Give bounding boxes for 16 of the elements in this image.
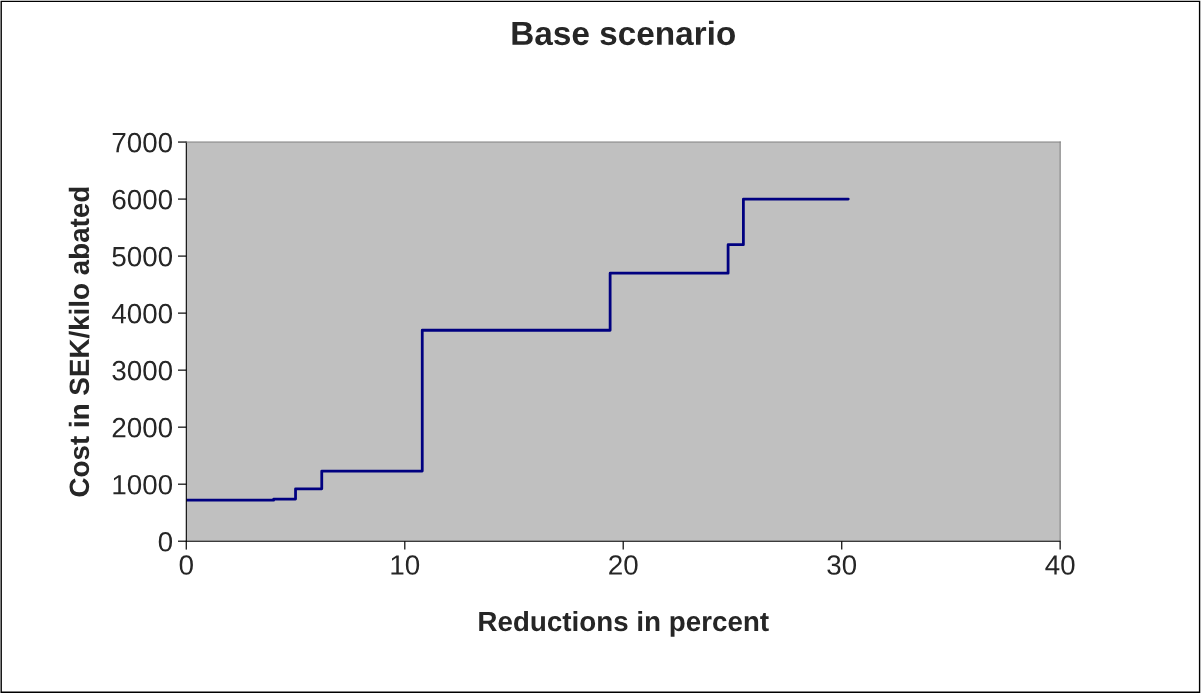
y-tick-label: 4000 (111, 303, 173, 324)
x-tick-label: 20 (609, 555, 638, 575)
y-tick-label: 3000 (112, 360, 173, 381)
x-axis-title: Reductions in percent (479, 610, 769, 637)
x-tick-label: 40 (1045, 555, 1075, 575)
y-tick-label: 5000 (112, 246, 173, 267)
y-tick-label: 6000 (112, 189, 173, 210)
y-tick-label: 7000 (112, 132, 173, 153)
y-tick-label: 2000 (112, 417, 173, 438)
x-tick-label: 30 (827, 555, 857, 575)
x-tick-label: 0 (179, 555, 193, 575)
y-axis-title: Cost in SEK/kilo abated (68, 187, 90, 497)
y-tick-label: 1000 (113, 474, 173, 495)
x-tick-label: 10 (391, 555, 420, 575)
y-tick-label: 0 (158, 531, 173, 552)
chart-title: Base scenario (512, 20, 735, 46)
